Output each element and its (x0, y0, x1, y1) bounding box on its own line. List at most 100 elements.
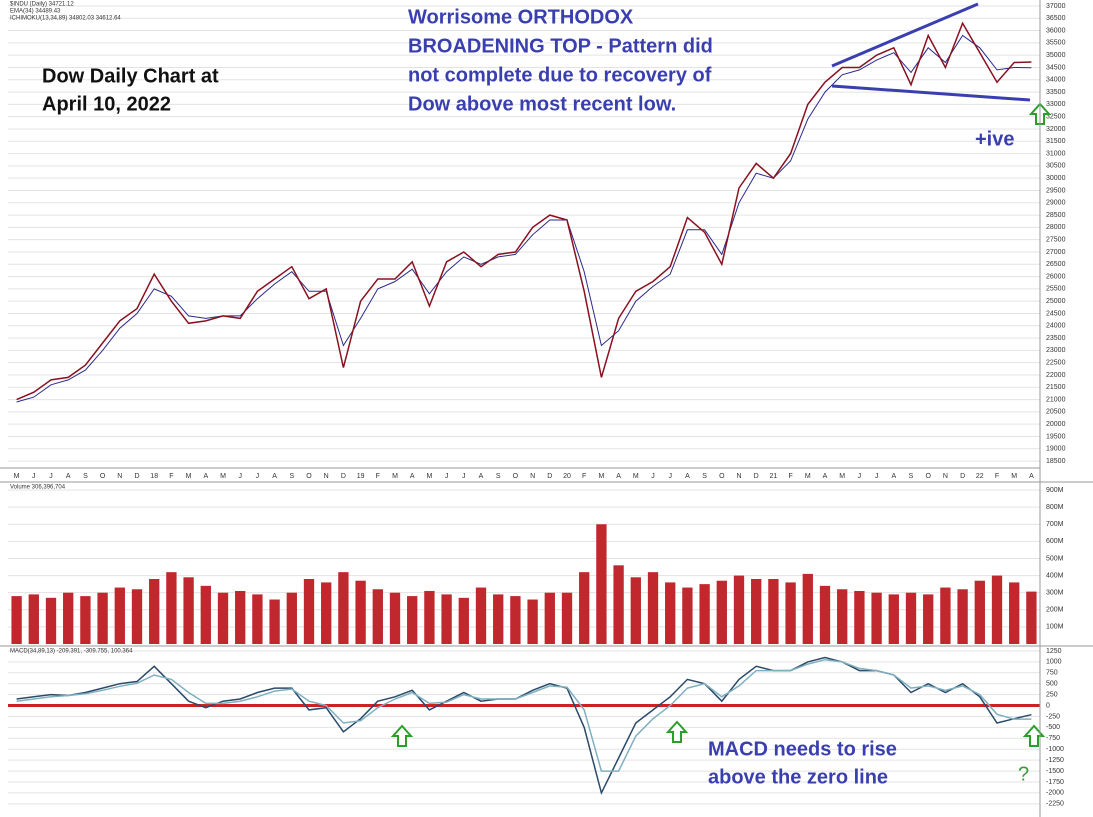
bar (699, 584, 710, 644)
x-tick-label: F (995, 473, 999, 480)
x-tick-label: A (823, 473, 828, 480)
trend-line (831, 2, 979, 68)
bar (854, 590, 865, 644)
y-tick-label: 0 (1046, 702, 1050, 709)
x-tick-label: J (32, 473, 36, 480)
x-tick-label: J (238, 473, 242, 480)
annotation: Worrisome ORTHODOX (408, 6, 634, 28)
line-series (16, 658, 1032, 772)
x-tick-label: M (220, 473, 226, 480)
x-tick-label: O (925, 473, 931, 480)
x-tick-label: N (943, 473, 948, 480)
bar (682, 587, 693, 644)
bar (475, 587, 487, 644)
bar (802, 573, 813, 644)
x-tick-label: O (513, 473, 519, 480)
x-tick-label: S (496, 473, 501, 480)
line-series (16, 34, 1032, 403)
x-tick-label: A (66, 473, 71, 480)
x-tick-label: 21 (770, 473, 778, 480)
bar (149, 579, 160, 644)
bar (407, 596, 418, 644)
x-tick-label: D (134, 473, 139, 480)
x-tick-label: S (702, 473, 707, 480)
y-tick-label: 33000 (1046, 101, 1066, 108)
bar (665, 582, 676, 644)
y-tick-label: 29000 (1046, 200, 1066, 207)
bar (458, 597, 469, 644)
y-tick-label: 100M (1046, 624, 1064, 631)
x-tick-label: M (633, 473, 639, 480)
y-tick-label: 200M (1046, 607, 1064, 614)
y-tick-label: 30000 (1046, 175, 1066, 182)
y-tick-label: -1750 (1046, 779, 1064, 786)
bar (269, 599, 280, 644)
y-tick-label: 29500 (1046, 187, 1066, 194)
bar (940, 587, 951, 644)
y-tick-label: 31500 (1046, 138, 1066, 145)
y-tick-label: 30500 (1046, 163, 1066, 170)
y-tick-label: 20000 (1046, 421, 1066, 428)
macd-header: MACD(34,89,13) -209.391, -309.755, 100.3… (10, 649, 133, 655)
y-tick-label: 20500 (1046, 409, 1066, 416)
y-tick-label: 700M (1046, 521, 1064, 528)
y-tick-label: 23500 (1046, 335, 1066, 342)
bar (957, 589, 968, 644)
annotation: not complete due to recovery of (408, 64, 712, 86)
x-tick-label: A (1029, 473, 1034, 480)
x-tick-label: J (462, 473, 466, 480)
y-tick-label: 600M (1046, 538, 1064, 545)
bar (974, 580, 985, 644)
x-tick-label: F (169, 473, 173, 480)
bar (252, 594, 263, 644)
x-tick-label: O (719, 473, 725, 480)
bar (647, 572, 659, 644)
bar (389, 592, 401, 644)
y-tick-label: 24000 (1046, 323, 1066, 330)
bar (544, 592, 555, 644)
bar (372, 589, 383, 644)
x-tick-label: N (736, 473, 741, 480)
x-tick-label: M (426, 473, 432, 480)
x-tick-label: A (479, 473, 484, 480)
x-tick-label: 20 (563, 473, 571, 480)
x-tick-label: M (14, 473, 20, 480)
y-tick-label: 32500 (1046, 114, 1066, 121)
x-tick-label: J (875, 473, 879, 480)
bar (217, 592, 229, 644)
bar (441, 594, 452, 644)
y-tick-label: -1000 (1046, 746, 1064, 753)
y-tick-label: 27000 (1046, 249, 1066, 256)
x-tick-label: A (685, 473, 690, 480)
x-tick-label: N (530, 473, 535, 480)
bar (579, 572, 590, 644)
annotation: MACD needs to rise (708, 738, 897, 760)
bar (630, 577, 641, 644)
x-tick-label: J (445, 473, 449, 480)
y-tick-label: 26500 (1046, 261, 1066, 268)
x-tick-label: A (616, 473, 621, 480)
y-tick-label: 28500 (1046, 212, 1066, 219)
y-tick-label: 19500 (1046, 433, 1066, 440)
chart-title: Dow Daily Chart at (42, 65, 219, 87)
y-tick-label: 27500 (1046, 237, 1066, 244)
x-tick-label: F (582, 473, 586, 480)
y-tick-label: -2250 (1046, 801, 1064, 808)
bar (338, 572, 349, 644)
annotation: BROADENING TOP - Pattern did (408, 35, 713, 57)
x-tick-label: A (272, 473, 277, 480)
bar (733, 575, 745, 644)
bar (923, 594, 934, 644)
bar (63, 592, 74, 644)
bar (183, 577, 194, 644)
y-tick-label: -1250 (1046, 757, 1064, 764)
volume-header: Volume 306,396,704 (10, 485, 66, 491)
y-tick-label: 37000 (1046, 3, 1066, 10)
y-tick-label: 300M (1046, 590, 1064, 597)
bar (768, 579, 779, 644)
note: +ive (975, 128, 1014, 150)
ema-legend: EMA(34) 34489.43 (10, 9, 61, 15)
y-tick-label: 21000 (1046, 396, 1066, 403)
y-tick-label: 22500 (1046, 360, 1066, 367)
